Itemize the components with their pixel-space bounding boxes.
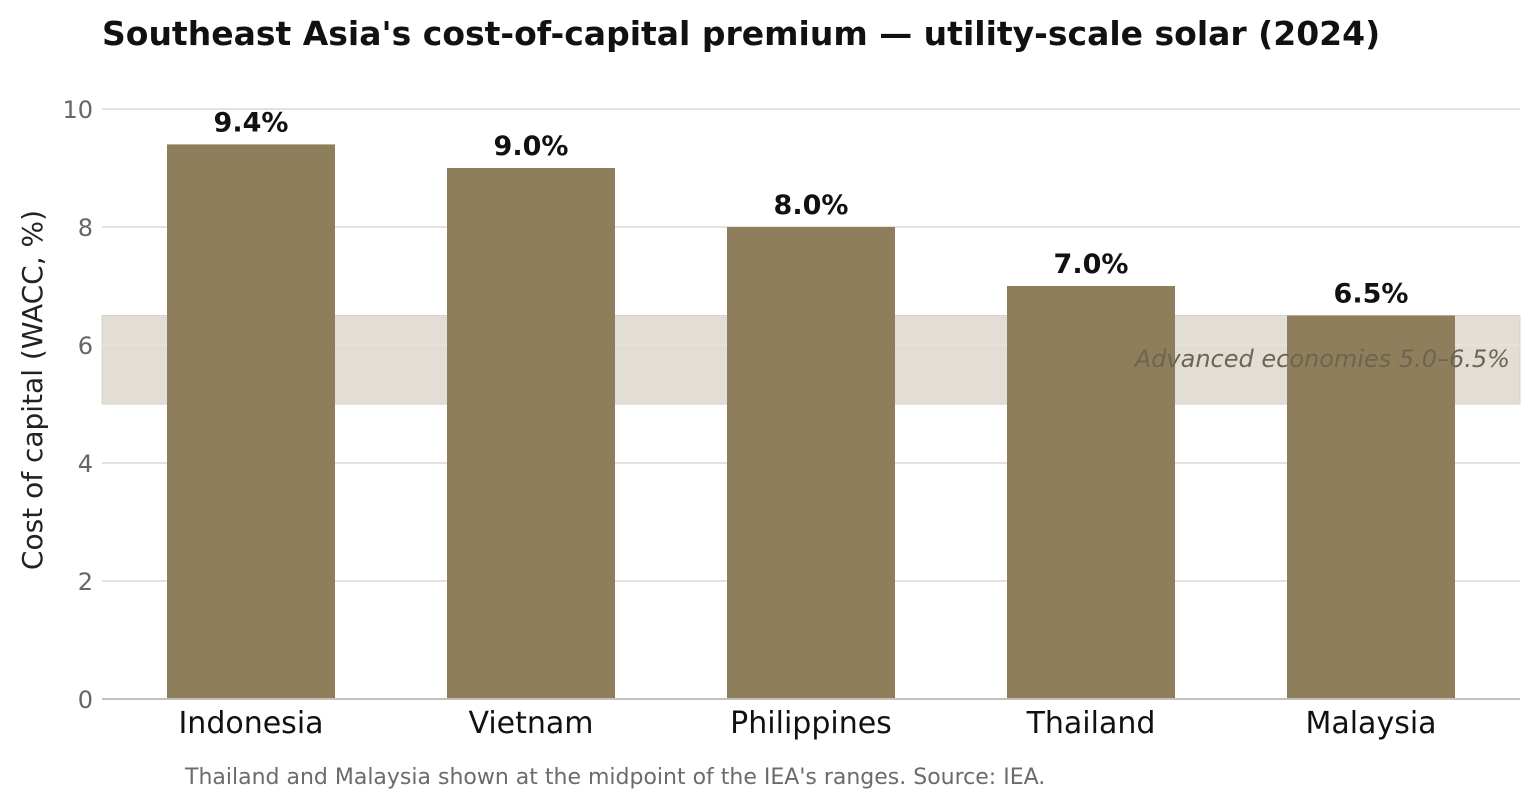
y-tick-label-10: 10 <box>62 96 93 124</box>
chart-title: Southeast Asia's cost-of-capital premium… <box>102 14 1381 53</box>
data-labels: 9.4% 9.0% 8.0% 7.0% 6.5% Advanced economies 5… <box>214 107 1510 373</box>
x-tick-label-malaysia: Malaysia <box>1305 706 1436 741</box>
x-tick-label-thailand: Thailand <box>1026 706 1156 741</box>
y-tick-label-6: 6 <box>78 332 93 360</box>
bar-thailand <box>1007 286 1175 699</box>
x-tick-label-vietnam: Vietnam <box>468 706 593 741</box>
x-tick-label-indonesia: Indonesia <box>178 706 323 741</box>
data-label-vietnam: 9.0% <box>494 131 569 162</box>
y-tick-label-8: 8 <box>78 214 93 242</box>
bar-malaysia <box>1287 315 1455 699</box>
data-label-philippines: 8.0% <box>774 190 849 221</box>
y-axis-title: Cost of capital (WACC, %) <box>16 210 49 570</box>
bar-vietnam <box>447 168 615 699</box>
bar-indonesia <box>167 144 335 699</box>
bar-philippines <box>727 227 895 699</box>
data-label-thailand: 7.0% <box>1054 249 1129 280</box>
axes: 0 2 4 6 8 10 Indonesia Vietnam Philippines Thaila… <box>16 96 1520 741</box>
bars <box>167 144 1455 699</box>
y-tick-label-4: 4 <box>78 450 93 478</box>
data-label-malaysia: 6.5% <box>1334 279 1409 310</box>
y-tick-label-0: 0 <box>78 686 93 714</box>
y-tick-label-2: 2 <box>78 568 93 596</box>
data-label-indonesia: 9.4% <box>214 107 289 138</box>
x-tick-label-philippines: Philippines <box>730 706 892 741</box>
reference-band-label: Advanced economies 5.0–6.5% <box>1133 345 1510 373</box>
chart-footnote: Thailand and Malaysia shown at the midpo… <box>185 765 1046 790</box>
